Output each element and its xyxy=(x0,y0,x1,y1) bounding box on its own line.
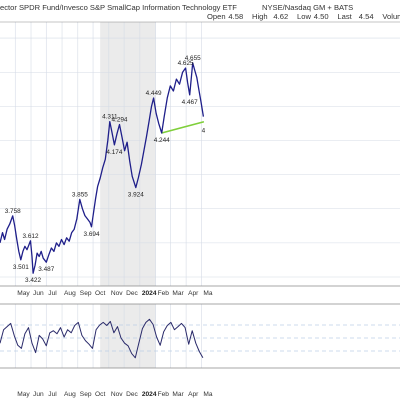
oscillator-line xyxy=(0,318,204,359)
month-tick-label: Nov xyxy=(111,290,123,297)
ohlc-high-label: High xyxy=(252,12,268,21)
price-label: 4 xyxy=(202,127,206,134)
time-axis-main: May Jun Jul Aug Sep Oct Nov Dec 2024 Feb Mar Apr Ma xyxy=(17,290,213,297)
month-tick-label: Aug xyxy=(64,290,76,297)
price-label: 4.311 xyxy=(102,114,118,121)
price-label: 4.467 xyxy=(182,99,198,106)
ohlc-open-label: Open xyxy=(207,12,226,21)
ohlc-low-label: Low xyxy=(297,12,311,21)
chart-background xyxy=(100,22,156,368)
month-tick-label: Dec xyxy=(126,290,138,297)
price-label: 3.924 xyxy=(128,192,144,199)
month-tick-label-bottom: 2024 xyxy=(142,391,157,398)
month-tick-label-bottom: Oct xyxy=(95,391,105,398)
ohlc-open-value: 4.58 xyxy=(228,12,243,21)
price-label: 3.694 xyxy=(84,231,100,238)
price-label: 3.501 xyxy=(13,264,29,271)
price-label: 3.758 xyxy=(5,208,21,215)
price-label: 3.422 xyxy=(25,277,41,284)
price-label: 4.625 xyxy=(178,60,194,67)
ohlc-low-value: 4.50 xyxy=(314,12,329,21)
price-label: 4.449 xyxy=(146,90,162,97)
trend-line xyxy=(161,120,205,134)
month-tick-label-bottom: Aug xyxy=(64,391,76,398)
month-tick-label: Feb xyxy=(158,290,170,297)
month-tick-label-bottom: May xyxy=(17,391,30,398)
ohlc-last-value: 4.54 xyxy=(359,12,374,21)
month-tick-label-bottom: Dec xyxy=(126,391,138,398)
price-label: 3.487 xyxy=(38,266,54,273)
exchange-label: NYSE/Nasdaq GM + BATS xyxy=(262,3,353,12)
month-tick-label-bottom: Ma xyxy=(203,391,212,398)
ohlc-last-label: Last xyxy=(337,12,352,21)
month-tick-label: Oct xyxy=(95,290,105,297)
price-series xyxy=(0,62,205,274)
month-tick-label-bottom: Feb xyxy=(158,391,170,398)
month-tick-label: Apr xyxy=(188,290,199,297)
month-tick-label: May xyxy=(17,290,30,297)
month-tick-label: 2024 xyxy=(142,290,157,297)
price-label: 4.655 xyxy=(185,55,201,62)
price-labels: 3.758 3.501 3.612 3.422 3.487 3.855 3.694 4.311… xyxy=(5,55,206,284)
price-line xyxy=(0,62,205,274)
month-tick-label-bottom: Jul xyxy=(48,391,57,398)
month-tick-label: Sep xyxy=(80,290,92,297)
month-tick-label-bottom: Mar xyxy=(172,391,184,398)
month-tick-label: Jun xyxy=(33,290,44,297)
shaded-period-oscillator xyxy=(100,304,156,368)
ohlc-volum-label: Volum xyxy=(382,12,400,21)
price-label: 4.244 xyxy=(154,137,170,144)
chart-title: ector SPDR Fund/Invesco S&P SmallCap Inf… xyxy=(0,3,237,12)
month-tick-label: Jul xyxy=(48,290,57,297)
shaded-period-main xyxy=(100,22,156,286)
price-label: 3.855 xyxy=(72,191,88,198)
month-tick-label-bottom: Nov xyxy=(111,391,123,398)
price-label: 4.174 xyxy=(106,149,122,156)
price-label: 4.294 xyxy=(111,116,127,123)
month-tick-label-bottom: Apr xyxy=(188,391,199,398)
grid-lines xyxy=(0,21,400,369)
month-tick-label-bottom: Jun xyxy=(33,391,44,398)
month-tick-label: Mar xyxy=(172,290,184,297)
month-tick-label: Ma xyxy=(203,290,212,297)
price-label: 3.612 xyxy=(23,233,39,240)
trend-line-group xyxy=(161,120,205,134)
ohlc-high-value: 4.62 xyxy=(273,12,288,21)
month-tick-label-bottom: Sep xyxy=(80,391,92,398)
time-axis-bottom: May Jun Jul Aug Sep Oct Nov Dec 2024 Feb Mar Apr Ma xyxy=(17,391,213,398)
oscillator-panel xyxy=(0,318,400,359)
chart-header: ector SPDR Fund/Invesco S&P SmallCap Inf… xyxy=(0,3,400,21)
